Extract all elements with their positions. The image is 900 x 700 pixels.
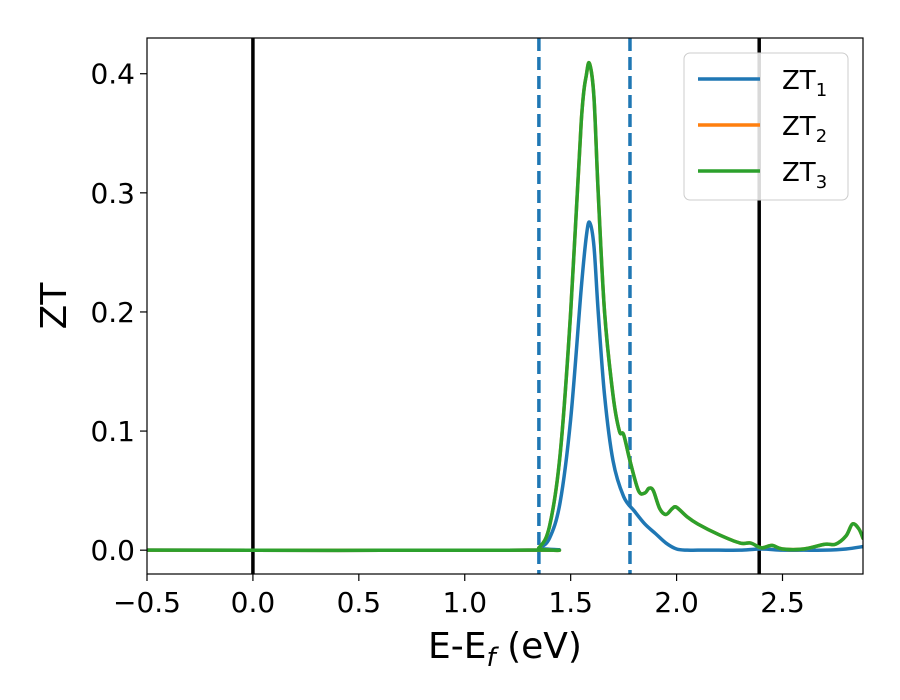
legend-label-3: ZT3 — [782, 158, 827, 193]
series-line-3 — [147, 60, 863, 553]
y-axis-title: ZT — [34, 282, 75, 330]
y-tick-label: 0.2 — [90, 296, 135, 329]
legend: ZT1 ZT2 ZT3 — [683, 52, 849, 201]
x-tick-label: 1.0 — [442, 586, 487, 619]
x-tick-label: 2.0 — [654, 586, 699, 619]
legend-label-1: ZT1 — [782, 66, 827, 101]
y-tick-label: 0.0 — [90, 534, 135, 567]
legend-label-2: ZT2 — [782, 112, 827, 147]
x-tick-label: 2.5 — [760, 586, 805, 619]
x-tick-label: 0.0 — [231, 586, 276, 619]
y-tick-label: 0.3 — [90, 177, 135, 210]
series-lines — [147, 60, 863, 553]
y-tick-label: 0.1 — [90, 415, 135, 448]
x-axis-title: E-Ef (eV) — [428, 626, 582, 673]
plot-frame — [146, 37, 864, 575]
y-tick-label: 0.4 — [90, 58, 135, 91]
legend-box — [683, 52, 849, 201]
x-tick-label: 0.5 — [337, 586, 382, 619]
y-axis-ticks: 0.0 0.1 0.2 0.3 0.4 — [90, 58, 147, 567]
x-tick-label: 1.5 — [548, 586, 593, 619]
x-tick-label: −0.5 — [113, 586, 181, 619]
x-axis-ticks: −0.5 0.0 0.5 1.0 1.5 2.0 2.5 — [113, 574, 805, 619]
